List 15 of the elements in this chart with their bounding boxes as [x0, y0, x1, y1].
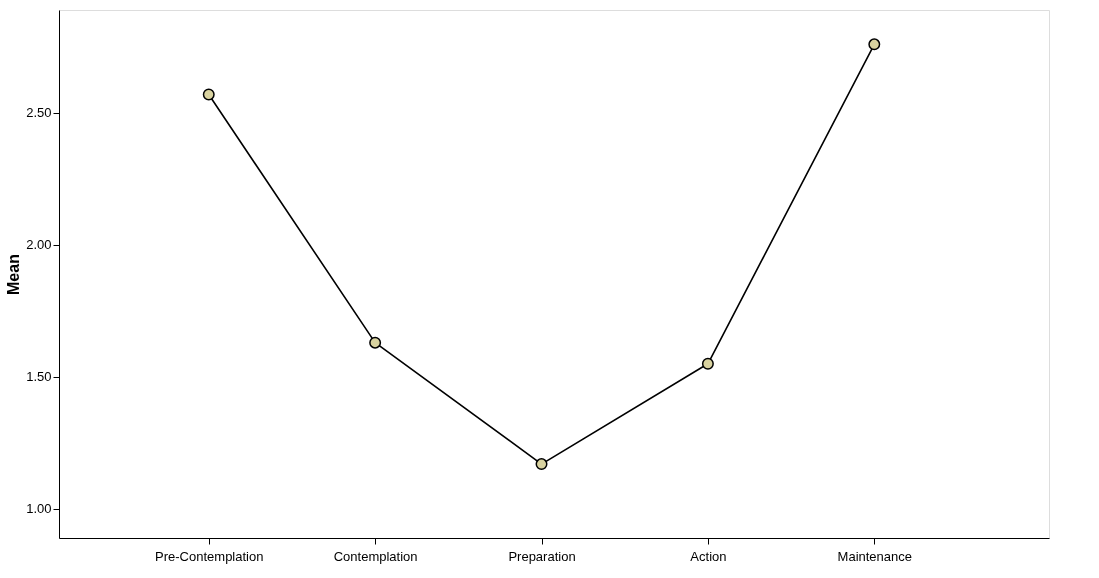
x-tick-label: Pre-Contemplation — [155, 548, 264, 564]
y-tick-label: 2.00 — [26, 237, 52, 253]
x-tick-label: Contemplation — [333, 548, 418, 564]
y-tick-label: 1.00 — [26, 501, 52, 517]
x-tick-label: Maintenance — [837, 548, 913, 564]
point — [369, 336, 382, 349]
point — [535, 458, 548, 471]
y-tick-label: 1.50 — [26, 369, 52, 385]
point — [202, 88, 215, 101]
y-tick-label: 2.50 — [26, 105, 52, 121]
x-tick-label: Preparation — [508, 548, 576, 564]
x-tick-label: Action — [690, 548, 727, 564]
point — [868, 38, 881, 51]
point — [701, 357, 714, 370]
y-axis-title: Mean — [5, 254, 23, 295]
